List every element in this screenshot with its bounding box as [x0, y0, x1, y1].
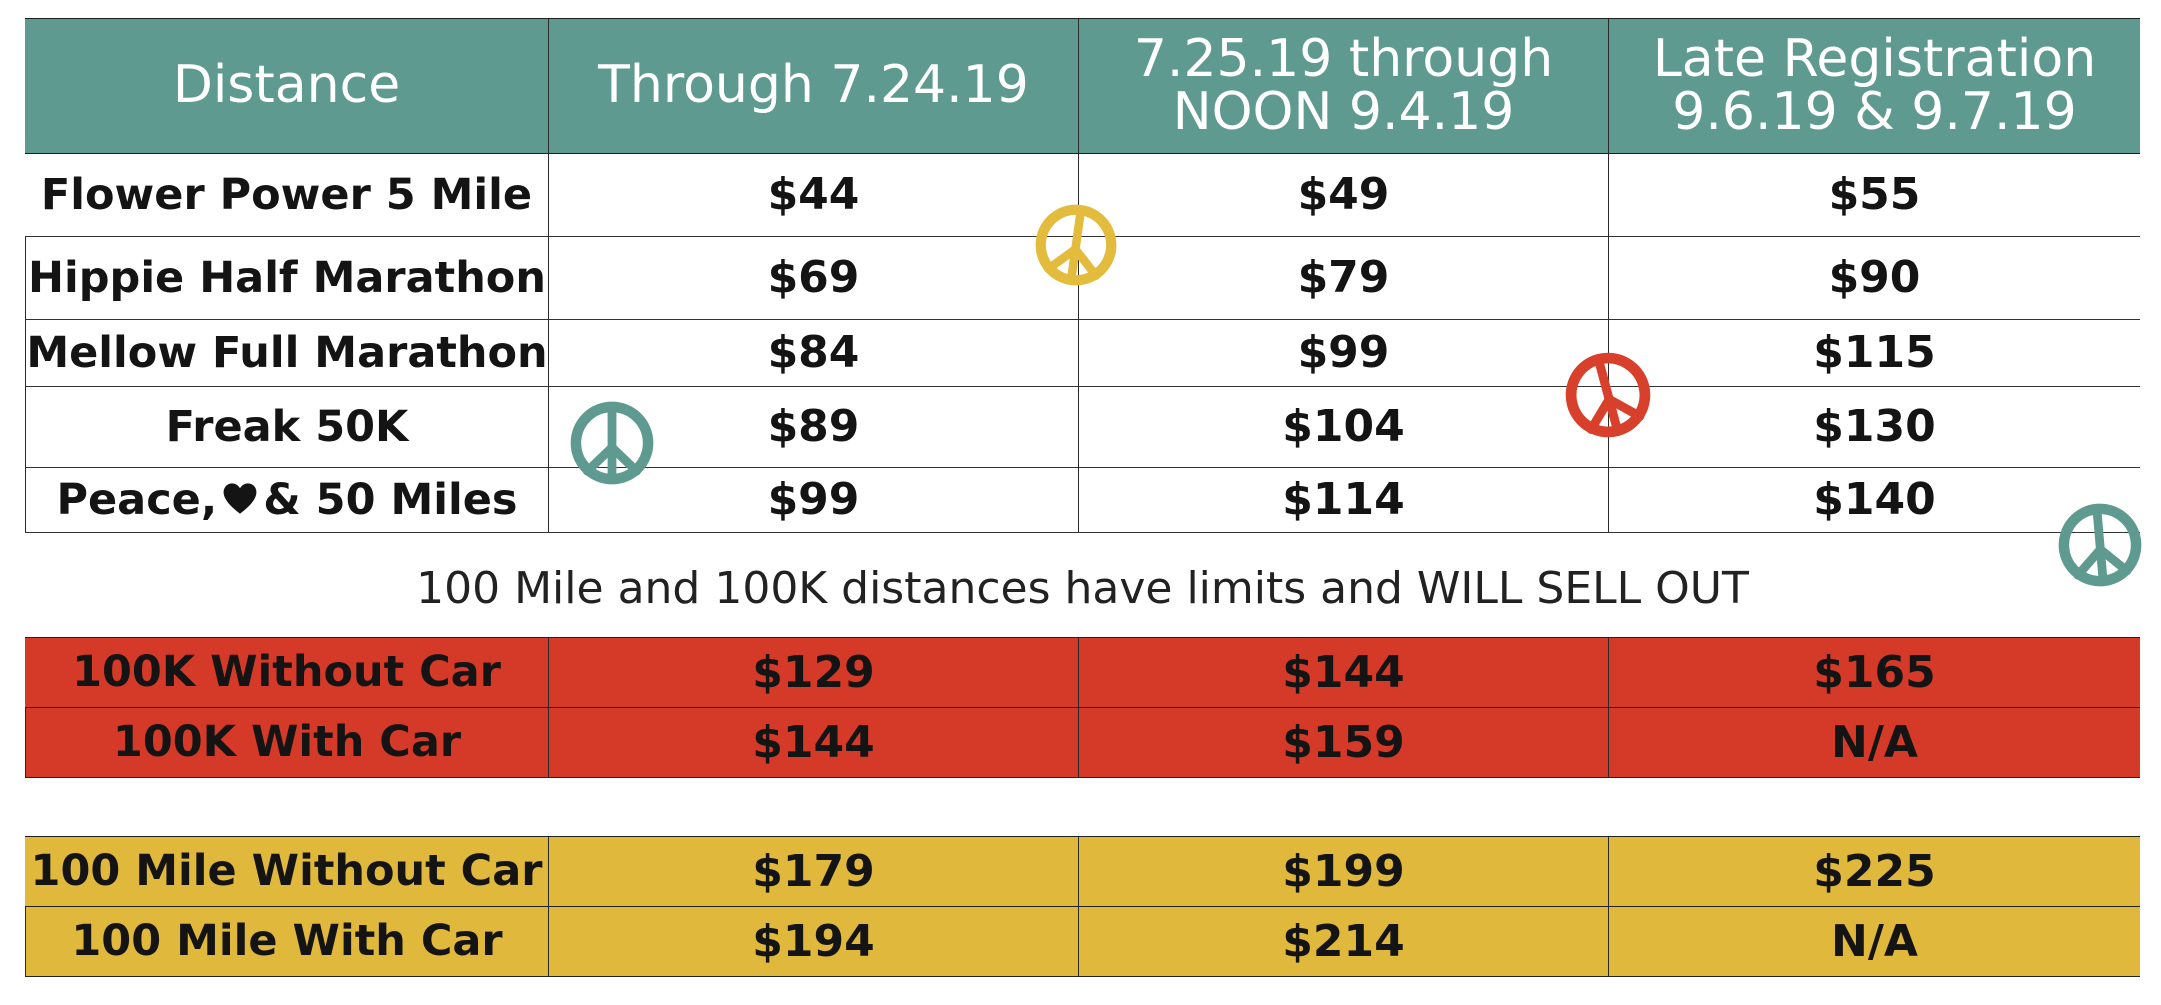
price-cell: N/A: [1608, 708, 2140, 778]
price-cell: $79: [1078, 237, 1608, 320]
price-cell: $99: [1078, 320, 1608, 387]
price-cell: $44: [548, 154, 1078, 237]
header-7-25-through-9-4: 7.25.19 through NOON 9.4.19: [1078, 19, 1608, 153]
heart-icon: [223, 483, 257, 514]
100k-pricing-table: 100K Without Car $129 $144 $165 100K Wit…: [25, 637, 2140, 778]
distance-100k-with-car: 100K With Car: [25, 708, 548, 778]
sell-out-notice: 100 Mile and 100K distances have limits …: [416, 562, 1749, 614]
price-cell: $129: [548, 638, 1078, 708]
price-cell: $89: [548, 387, 1078, 468]
distance-hippie-half: Hippie Half Marathon: [25, 237, 548, 320]
header-distance: Distance: [172, 55, 401, 116]
distance-label-start: Peace,: [56, 474, 218, 525]
price-cell: $104: [1078, 387, 1608, 468]
price-cell: $194: [548, 907, 1078, 977]
peace-sign-icon: [1027, 196, 1124, 293]
distance-mellow-full: Mellow Full Marathon: [25, 320, 548, 387]
price-cell: $90: [1608, 237, 2140, 320]
header-late-registration: Late Registration 9.6.19 & 9.7.19: [1608, 19, 2140, 153]
distance-100-mile-without-car: 100 Mile Without Car: [25, 837, 548, 907]
price-cell: $179: [548, 837, 1078, 907]
price-cell: $199: [1078, 837, 1608, 907]
peace-sign-icon: [568, 399, 656, 487]
standard-distances-table: Flower Power 5 Mile $44 $49 $55 Hippie H…: [25, 154, 2140, 533]
100-mile-pricing-table: 100 Mile Without Car $179 $199 $225 100 …: [25, 836, 2140, 977]
price-cell: $84: [548, 320, 1078, 387]
pricing-header-row: Distance Through 7.24.19 7.25.19 through…: [25, 18, 2140, 154]
distance-100k-without-car: 100K Without Car: [25, 638, 548, 708]
price-cell: $225: [1608, 837, 2140, 907]
price-cell: $165: [1608, 638, 2140, 708]
price-cell: $159: [1078, 708, 1608, 778]
price-cell: $49: [1078, 154, 1608, 237]
price-cell: $115: [1608, 320, 2140, 387]
price-cell: $130: [1608, 387, 2140, 468]
distance-100-mile-with-car: 100 Mile With Car: [25, 907, 548, 977]
price-cell: $140: [1608, 468, 2140, 533]
price-cell: $55: [1608, 154, 2140, 237]
distance-freak-50k: Freak 50K: [25, 387, 548, 468]
price-cell: $144: [548, 708, 1078, 778]
price-cell: $114: [1078, 468, 1608, 533]
distance-label-end: & 50 Miles: [263, 474, 518, 525]
peace-sign-icon: [2052, 497, 2147, 592]
price-cell: $144: [1078, 638, 1608, 708]
price-cell: $69: [548, 237, 1078, 320]
distance-peace-love-50-miles: Peace, & 50 Miles: [25, 468, 548, 533]
header-through-7-24-19: Through 7.24.19: [548, 19, 1078, 153]
price-cell: N/A: [1608, 907, 2140, 977]
price-cell: $99: [548, 468, 1078, 533]
price-cell: $214: [1078, 907, 1608, 977]
distance-flower-power: Flower Power 5 Mile: [25, 154, 548, 237]
